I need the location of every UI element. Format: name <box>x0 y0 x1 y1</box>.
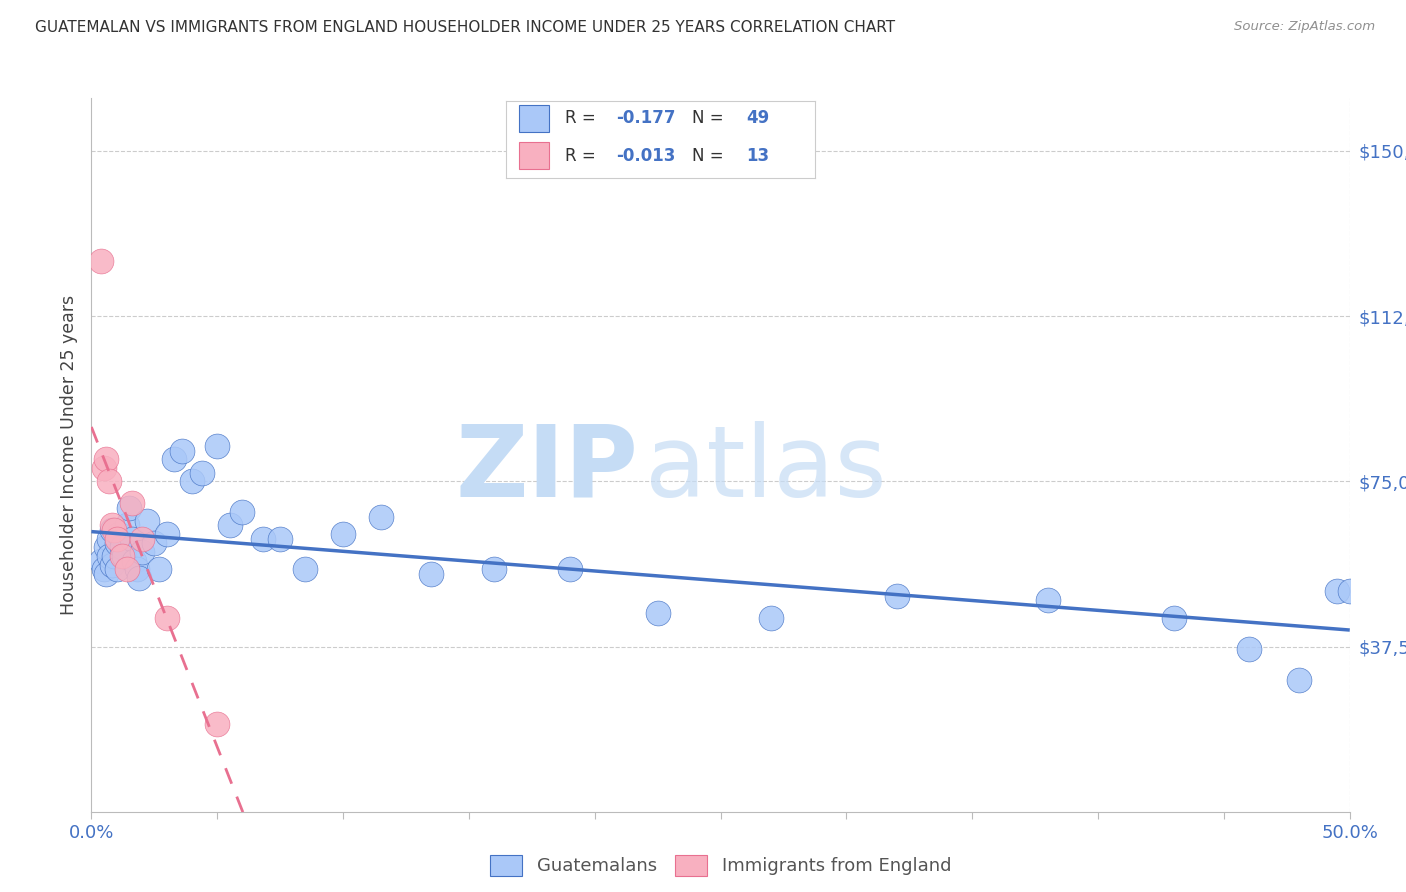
Point <box>191 466 214 480</box>
Point <box>156 527 179 541</box>
Point <box>96 541 118 555</box>
Point <box>93 461 115 475</box>
Point <box>131 532 153 546</box>
Point <box>96 566 118 581</box>
Point <box>122 554 145 568</box>
Point <box>886 589 908 603</box>
Point <box>759 611 782 625</box>
Text: ZIP: ZIP <box>456 421 638 517</box>
Point <box>294 562 316 576</box>
Text: N =: N = <box>692 109 728 128</box>
Point <box>1326 584 1348 599</box>
Point <box>148 562 170 576</box>
Point <box>98 532 121 546</box>
Point <box>90 554 112 568</box>
Point <box>482 562 505 576</box>
Point <box>128 571 150 585</box>
Point <box>125 562 148 576</box>
Point <box>103 549 125 564</box>
Text: N =: N = <box>692 146 728 164</box>
Point <box>181 475 204 489</box>
Point <box>100 523 122 537</box>
Point <box>98 549 121 564</box>
Point <box>96 452 118 467</box>
Point <box>90 254 112 268</box>
Point <box>143 536 166 550</box>
Point <box>108 527 131 541</box>
Point <box>332 527 354 541</box>
Point <box>370 509 392 524</box>
Point <box>93 562 115 576</box>
Point <box>252 532 274 546</box>
Text: GUATEMALAN VS IMMIGRANTS FROM ENGLAND HOUSEHOLDER INCOME UNDER 25 YEARS CORRELAT: GUATEMALAN VS IMMIGRANTS FROM ENGLAND HO… <box>35 20 896 35</box>
Legend: Guatemalans, Immigrants from England: Guatemalans, Immigrants from England <box>481 846 960 885</box>
Point <box>269 532 291 546</box>
Point <box>420 566 443 581</box>
Point <box>121 532 143 546</box>
Point <box>110 549 132 564</box>
Point <box>163 452 186 467</box>
Point <box>105 532 128 546</box>
Point <box>100 558 122 572</box>
Point <box>1036 593 1059 607</box>
Point <box>231 505 253 519</box>
Point <box>118 500 141 515</box>
Point <box>131 545 153 559</box>
Point <box>647 607 669 621</box>
Point <box>105 536 128 550</box>
Point <box>98 475 121 489</box>
Point <box>1339 584 1361 599</box>
FancyBboxPatch shape <box>519 104 550 132</box>
Point <box>1288 673 1310 687</box>
Point <box>121 496 143 510</box>
Point <box>1163 611 1185 625</box>
Point <box>115 518 138 533</box>
Point <box>170 443 193 458</box>
Text: -0.177: -0.177 <box>616 109 675 128</box>
Point <box>105 562 128 576</box>
Point <box>112 549 135 564</box>
Point <box>218 518 240 533</box>
Text: Source: ZipAtlas.com: Source: ZipAtlas.com <box>1234 20 1375 33</box>
Point <box>110 541 132 555</box>
FancyBboxPatch shape <box>519 142 550 169</box>
Text: -0.013: -0.013 <box>616 146 675 164</box>
Text: R =: R = <box>565 109 600 128</box>
Point <box>115 562 138 576</box>
Point <box>156 611 179 625</box>
Point <box>103 523 125 537</box>
Point <box>205 439 228 453</box>
Text: 49: 49 <box>745 109 769 128</box>
Point <box>100 518 122 533</box>
Text: atlas: atlas <box>645 421 887 517</box>
Point <box>135 514 157 528</box>
Point <box>558 562 581 576</box>
Text: R =: R = <box>565 146 600 164</box>
Point <box>205 716 228 731</box>
Text: 13: 13 <box>745 146 769 164</box>
Point <box>1237 641 1260 656</box>
Y-axis label: Householder Income Under 25 years: Householder Income Under 25 years <box>59 295 77 615</box>
